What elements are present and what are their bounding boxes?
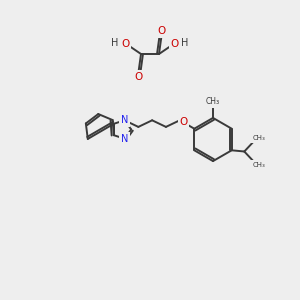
Text: H: H bbox=[111, 38, 118, 48]
Text: O: O bbox=[121, 38, 130, 49]
Text: N: N bbox=[121, 134, 128, 144]
Text: CH₃: CH₃ bbox=[252, 162, 265, 168]
Text: N: N bbox=[121, 115, 128, 125]
Text: O: O bbox=[170, 38, 179, 49]
Text: O: O bbox=[158, 26, 166, 36]
Text: CH₃: CH₃ bbox=[252, 135, 265, 141]
Text: O: O bbox=[134, 72, 142, 82]
Text: O: O bbox=[179, 117, 188, 128]
Text: H: H bbox=[182, 38, 189, 48]
Text: CH₃: CH₃ bbox=[206, 98, 220, 106]
